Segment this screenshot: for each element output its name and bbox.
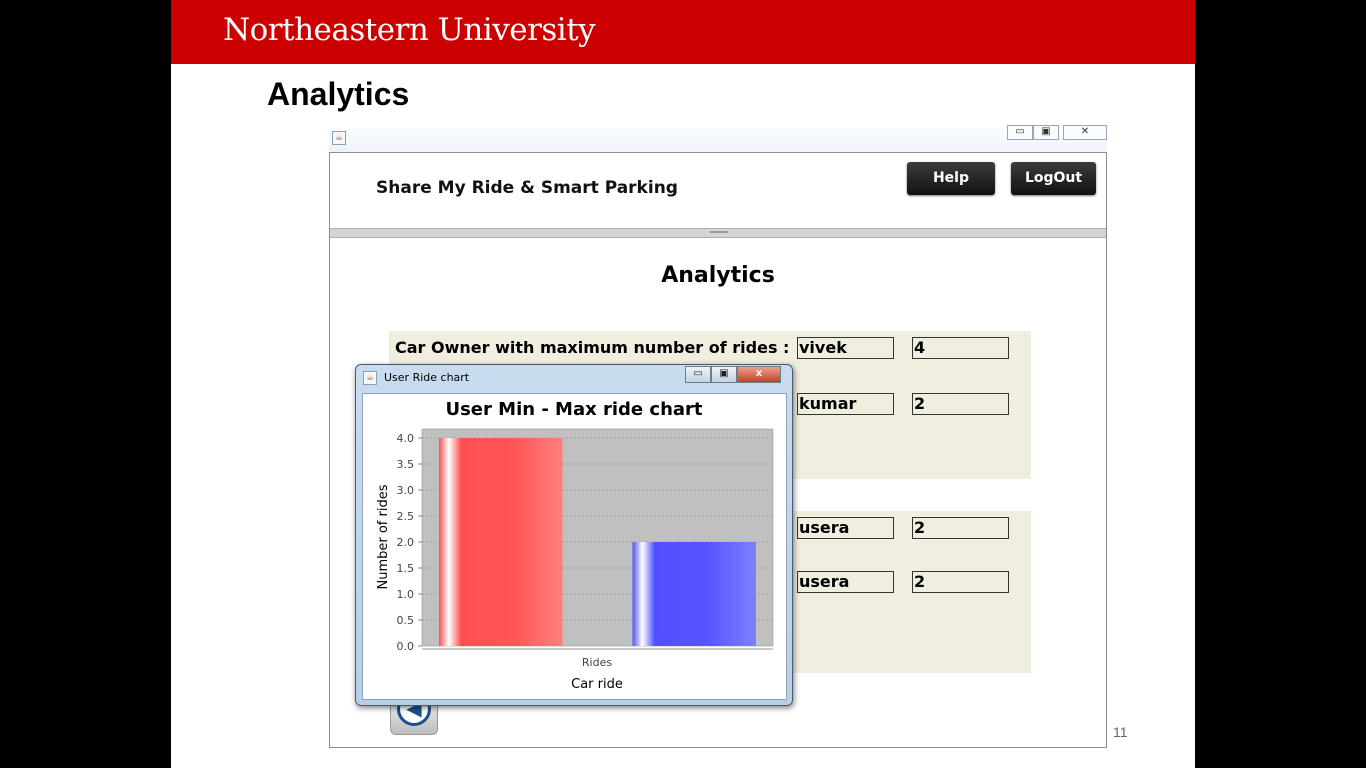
- slide-title: Analytics: [267, 76, 410, 112]
- user-min-count: 2: [912, 571, 1009, 593]
- java-icon: ☕: [332, 131, 346, 145]
- y-tick-label: 4.0: [397, 432, 415, 445]
- x-axis-label: Car ride: [571, 677, 623, 692]
- close-button[interactable]: ✕: [1063, 125, 1107, 140]
- dialog-close-button[interactable]: x: [737, 366, 781, 383]
- split-pane-divider[interactable]: [330, 228, 1106, 238]
- y-ticks: 0.0 0.5 1.0 1.5 2.0 2.5 3.0 3.5 4.0: [397, 432, 422, 653]
- bars: [439, 438, 756, 646]
- y-tick-label: 2.0: [397, 536, 415, 549]
- dialog-title: User Ride chart: [384, 371, 470, 384]
- maximize-button[interactable]: ▣: [1033, 125, 1059, 140]
- y-tick-label: 1.0: [397, 588, 415, 601]
- dialog-maximize-button[interactable]: ▣: [711, 366, 737, 383]
- bar-max: [439, 438, 563, 646]
- y-tick-label: 0.0: [397, 640, 415, 653]
- user-max-count: 2: [912, 517, 1009, 539]
- y-tick-label: 2.5: [397, 510, 415, 523]
- y-tick-label: 3.5: [397, 458, 415, 471]
- dialog-minimize-button[interactable]: ▭: [685, 366, 711, 383]
- owner-min-name: kumar: [797, 393, 894, 415]
- y-tick-label: 1.5: [397, 562, 415, 575]
- app-titlebar: ☕: [329, 128, 1107, 152]
- bar-min: [632, 542, 756, 646]
- bar-chart: User Min - Max ride chart 0.0 0.5 1.0 1.5 2.…: [376, 399, 774, 692]
- divider-grip[interactable]: [710, 231, 728, 233]
- row-label: Car Owner with maximum number of rides :: [395, 338, 790, 357]
- owner-min-count: 2: [912, 393, 1009, 415]
- user-min-name: usera: [797, 571, 894, 593]
- slide: Northeastern University Analytics ☕ ▭ ▣ …: [171, 0, 1195, 768]
- minimize-button[interactable]: ▭: [1007, 125, 1033, 140]
- user-ride-chart-dialog: ☕ User Ride chart ▭ ▣ x: [355, 364, 793, 706]
- chart-title: User Min - Max ride chart: [445, 399, 702, 420]
- user-max-name: usera: [797, 517, 894, 539]
- y-axis-label: Number of rides: [376, 484, 391, 589]
- window-controls: ▭ ▣ ✕: [1007, 125, 1107, 142]
- chart-panel: User Min - Max ride chart 0.0 0.5 1.0 1.5 2.…: [362, 393, 787, 700]
- owner-max-count: 4: [912, 337, 1009, 359]
- header-bar: Northeastern University: [171, 0, 1195, 64]
- analytics-heading: Analytics: [661, 263, 775, 288]
- java-icon: ☕: [363, 371, 377, 385]
- help-button[interactable]: Help: [907, 162, 995, 195]
- dialog-window-controls: ▭ ▣ x: [685, 366, 781, 383]
- logout-button[interactable]: LogOut: [1011, 162, 1096, 195]
- university-name: Northeastern University: [223, 12, 596, 48]
- x-category-label: Rides: [582, 656, 612, 669]
- y-tick-label: 3.0: [397, 484, 415, 497]
- app-name: Share My Ride & Smart Parking: [376, 178, 678, 198]
- page-number: 11: [1113, 724, 1128, 740]
- app-header: Share My Ride & Smart Parking Help LogOu…: [330, 153, 1106, 228]
- y-tick-label: 0.5: [397, 614, 415, 627]
- owner-max-name: vivek: [797, 337, 894, 359]
